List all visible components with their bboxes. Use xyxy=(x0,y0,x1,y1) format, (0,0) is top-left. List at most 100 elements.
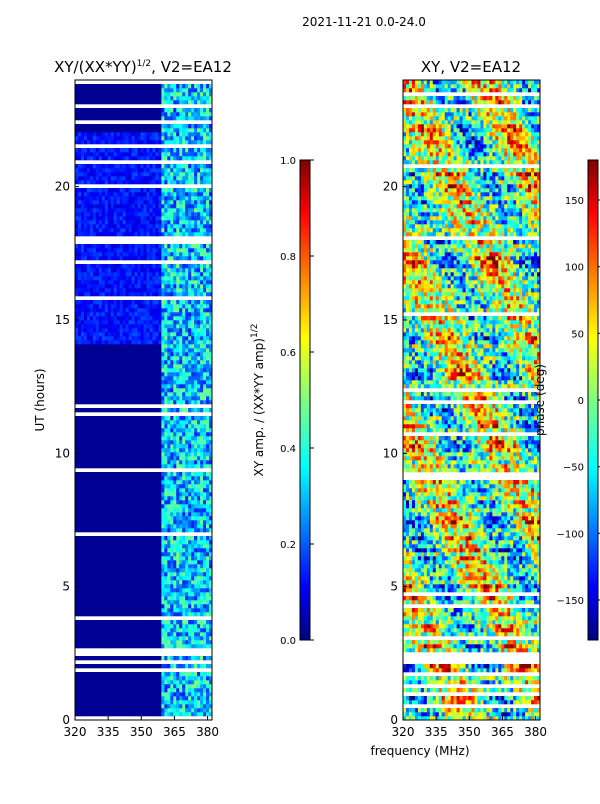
amp-heat-cell xyxy=(152,516,156,521)
amp-heat-cell xyxy=(203,708,207,713)
amp-heat-cell xyxy=(75,304,79,309)
amp-heat-cell xyxy=(95,388,100,393)
amp-heat-cell xyxy=(140,656,144,661)
amp-heat-cell xyxy=(209,328,213,333)
amp-heat-cell xyxy=(137,292,141,297)
amp-heat-cell xyxy=(191,340,195,345)
amp-heat-cell xyxy=(104,584,109,589)
amp-heat-cell xyxy=(188,356,192,361)
amp-heat-cell xyxy=(206,372,210,377)
amp-heat-cell xyxy=(110,556,115,561)
amp-heat-cell xyxy=(143,632,147,637)
amp-heat-cell xyxy=(77,496,82,501)
amp-heat-cell xyxy=(75,348,79,353)
amp-heat-cell xyxy=(75,340,79,345)
amp-heat-cell xyxy=(203,636,207,641)
amp-heat-cell xyxy=(116,528,121,533)
amp-heat-cell xyxy=(122,244,127,249)
amp-heat-cell xyxy=(188,552,192,557)
amp-heat-cell xyxy=(77,252,82,257)
amp-heat-cell xyxy=(92,692,97,697)
amp-heat-cell xyxy=(173,440,177,445)
amp-heat-cell xyxy=(95,708,100,713)
amp-heat-cell xyxy=(80,288,85,293)
amp-heat-cell xyxy=(188,460,192,465)
amp-heat-cell xyxy=(197,620,201,625)
amp-heat-cell xyxy=(113,328,118,333)
amp-heat-cell xyxy=(113,504,118,509)
amp-heat-cell xyxy=(86,464,91,469)
amp-heat-cell xyxy=(206,584,210,589)
amp-heat-cell xyxy=(110,268,115,273)
amp-heat-cell xyxy=(152,280,156,285)
amp-heat-cell xyxy=(206,360,210,365)
amp-heat-cell xyxy=(77,232,82,237)
amp-heat-cell xyxy=(140,540,144,545)
amp-heat-cell xyxy=(77,348,82,353)
amp-heat-cell xyxy=(137,696,141,701)
amp-heat-cell xyxy=(194,564,198,569)
amp-heat-cell xyxy=(75,456,79,461)
amp-heat-cell xyxy=(98,492,103,497)
amp-heat-cell xyxy=(185,244,189,249)
amp-heat-cell xyxy=(107,628,112,633)
amp-heat-cell xyxy=(104,232,109,237)
amp-heat-cell xyxy=(188,492,192,497)
amp-heat-cell xyxy=(188,680,192,685)
amp-heat-cell xyxy=(209,336,213,341)
amp-heat-cell xyxy=(95,284,100,289)
amp-heat-cell xyxy=(113,588,118,593)
amp-heat-cell xyxy=(113,536,118,541)
amp-heat-cell xyxy=(95,608,100,613)
amp-heat-cell xyxy=(110,436,115,441)
amp-heat-cell xyxy=(191,248,195,253)
amp-heat-cell xyxy=(164,492,168,497)
amp-heat-cell xyxy=(128,584,132,589)
amp-heat-cell xyxy=(197,432,201,437)
amp-heat-cell xyxy=(158,288,162,293)
amp-heat-cell xyxy=(167,628,171,633)
amp-heat-cell xyxy=(191,504,195,509)
amp-heat-cell xyxy=(152,588,156,593)
amp-heat-cell xyxy=(95,540,100,545)
amp-heat-cell xyxy=(200,704,204,709)
amp-heat-cell xyxy=(83,624,88,629)
amp-heat-cell xyxy=(170,564,174,569)
amp-heat-cell xyxy=(98,416,103,421)
amp-heat-cell xyxy=(122,572,127,577)
amp-heat-cell xyxy=(98,708,103,713)
amp-heat-cell xyxy=(161,252,165,257)
amp-heat-cell xyxy=(95,476,100,481)
amp-heat-cell xyxy=(101,444,106,449)
amp-heat-cell xyxy=(128,364,132,369)
amp-heat-cell xyxy=(119,380,124,385)
amp-heat-cell xyxy=(75,640,79,645)
amp-heat-cell xyxy=(86,456,91,461)
amp-heat-cell xyxy=(182,524,186,529)
amp-heat-cell xyxy=(75,332,79,337)
amp-heat-cell xyxy=(125,440,130,445)
amp-heat-cell xyxy=(107,560,112,565)
amp-heat-cell xyxy=(134,288,138,293)
amp-heat-cell xyxy=(161,636,165,641)
amp-heat-cell xyxy=(107,456,112,461)
amp-heat-cell xyxy=(80,408,85,413)
amp-heat-cell xyxy=(80,504,85,509)
amp-heat-cell xyxy=(164,244,168,249)
amp-heat-cell xyxy=(164,640,168,645)
amp-heat-cell xyxy=(197,244,201,249)
amp-heat-cell xyxy=(194,368,198,373)
amp-heat-cell xyxy=(146,476,150,481)
amp-heat-cell xyxy=(161,344,165,349)
amp-heat-cell xyxy=(149,312,153,317)
amp-heat-cell xyxy=(191,588,195,593)
amp-heat-cell xyxy=(182,360,186,365)
amp-heat-cell xyxy=(203,416,207,421)
amp-heat-cell xyxy=(110,592,115,597)
amp-heat-cell xyxy=(200,316,204,321)
amp-heat-cell xyxy=(137,320,141,325)
amp-heat-cell xyxy=(128,300,132,305)
amp-heat-cell xyxy=(179,596,183,601)
amp-heat-cell xyxy=(137,432,141,437)
amp-heat-cell xyxy=(152,656,156,661)
